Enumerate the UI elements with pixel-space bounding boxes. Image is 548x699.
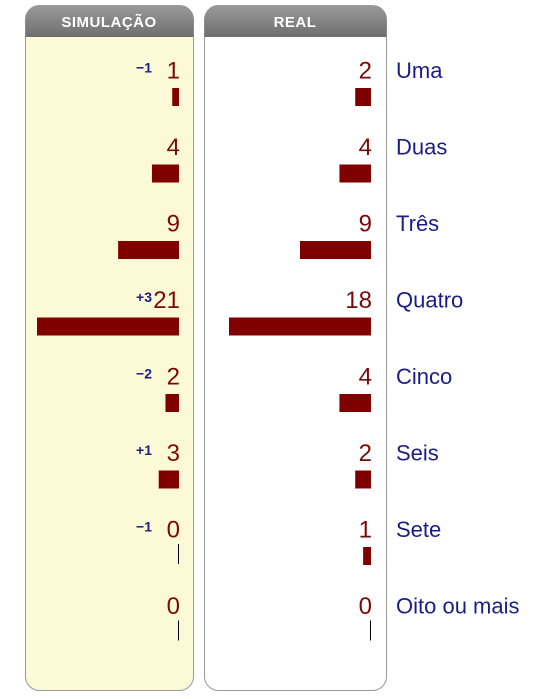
value-label: 21 xyxy=(153,287,180,314)
value-label: 4 xyxy=(167,134,180,161)
bar xyxy=(300,241,371,259)
difference-label: +3 xyxy=(136,289,152,305)
value-label: 1 xyxy=(359,516,372,543)
value-label: 2 xyxy=(359,57,372,84)
value-label: 2 xyxy=(167,363,180,390)
difference-label: −2 xyxy=(136,366,152,382)
bar xyxy=(178,544,179,564)
category-label: Uma xyxy=(396,58,443,83)
bar xyxy=(178,620,179,641)
value-label: 4 xyxy=(359,134,372,161)
category-label: Cinco xyxy=(396,364,452,389)
difference-label: +1 xyxy=(136,442,152,458)
value-label: 18 xyxy=(345,287,372,314)
value-label: 9 xyxy=(167,210,180,237)
bar xyxy=(172,88,179,106)
header-real xyxy=(204,5,387,37)
bar xyxy=(355,88,371,106)
header-simulation xyxy=(25,5,194,37)
panel-real xyxy=(204,5,387,691)
category-label: Quatro xyxy=(396,287,463,312)
category-label: Sete xyxy=(396,517,441,542)
value-label: 1 xyxy=(167,57,180,84)
difference-label: −1 xyxy=(136,519,152,535)
series-header: SIMULAÇÃO xyxy=(61,13,156,31)
bar xyxy=(165,394,179,412)
category-label: Três xyxy=(396,211,439,236)
bar xyxy=(229,317,371,336)
bar xyxy=(339,394,371,412)
value-label: 4 xyxy=(359,363,372,390)
value-label: 3 xyxy=(167,440,180,467)
series-header: REAL xyxy=(274,14,317,31)
value-label: 0 xyxy=(359,593,372,620)
bar xyxy=(158,470,179,489)
bar xyxy=(37,317,179,336)
category-label: Oito ou mais xyxy=(396,593,520,618)
bar xyxy=(363,547,371,565)
value-label: 2 xyxy=(359,440,372,467)
bar xyxy=(151,164,179,183)
bar xyxy=(370,620,371,641)
panel-simulation xyxy=(25,5,194,691)
bar xyxy=(355,470,371,489)
category-label: Duas xyxy=(396,134,447,159)
bar xyxy=(339,164,371,183)
category-label: Seis xyxy=(396,440,439,465)
value-label: 0 xyxy=(167,593,180,620)
bar xyxy=(118,241,179,259)
value-label: 9 xyxy=(359,210,372,237)
difference-label: −1 xyxy=(136,60,152,76)
value-label: 0 xyxy=(167,516,180,543)
